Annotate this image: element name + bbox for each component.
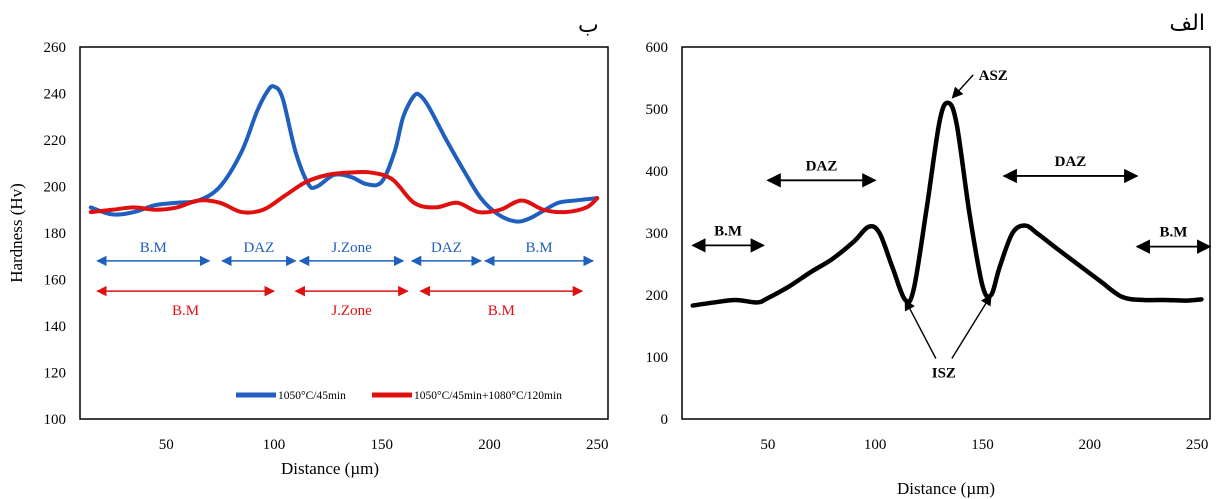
point-label: ASZ [979, 68, 1008, 84]
left-x-tick-label: 150 [370, 437, 393, 453]
series-line-1050C-45min [88, 84, 600, 224]
red-zone-label: J.Zone [331, 303, 372, 319]
right-plot-frame [681, 46, 1211, 420]
right-series-group [690, 100, 1204, 308]
right-x-tick-label: 250 [1186, 437, 1209, 453]
left-x-tick-label: 200 [478, 437, 501, 453]
right-y-tick-label: 100 [646, 350, 669, 366]
left-y-tick-label: 260 [44, 40, 67, 56]
right-annotations: B.M DAZ DAZ B.M ASZ ISZ [691, 68, 1212, 382]
left-y-tick-label: 100 [44, 412, 67, 428]
red-zone-label: B.M [488, 303, 515, 319]
left-y-tick-label: 240 [44, 87, 67, 103]
right-x-tick-label: 100 [864, 437, 887, 453]
blue-zone-label: B.M [140, 240, 167, 256]
right-x-axis-label: Distance (µm) [897, 479, 995, 498]
left-x-axis-label: Distance (µm) [281, 459, 379, 478]
right-y-tick-label: 0 [661, 412, 669, 428]
right-x-tick-label: 150 [971, 437, 994, 453]
right-panel: الف 0 100 200 300 400 500 600 50 100 150 200 250 D… [646, 11, 1212, 498]
left-annotations: B.M DAZ J.Zone DAZ B.M B.M J.Zone B.M [96, 240, 594, 319]
left-legend: 1050°C/45min 1050°C/45min+1080°C/120min [236, 390, 562, 402]
left-x-ticks: 50 100 150 200 250 [159, 437, 609, 453]
left-x-tick-label: 100 [263, 437, 286, 453]
right-y-tick-label: 300 [646, 226, 669, 242]
red-zone-label: B.M [172, 303, 199, 319]
point-label-arrow [951, 294, 992, 359]
left-series-group [88, 84, 600, 224]
right-y-tick-label: 600 [646, 40, 669, 56]
point-label: ISZ [932, 366, 956, 382]
right-x-tick-label: 200 [1079, 437, 1102, 453]
blue-zone-label: DAZ [243, 240, 274, 256]
left-x-tick-label: 50 [159, 437, 174, 453]
left-plot-frame [79, 46, 609, 420]
left-panel: ب 100 120 140 160 180 200 220 240 260 50 100 150 20… [7, 13, 609, 478]
left-y-tick-label: 160 [44, 273, 67, 289]
left-y-tick-label: 120 [44, 366, 67, 382]
right-y-tick-label: 400 [646, 164, 669, 180]
series-line-1050C-45min-1080C-120min [88, 169, 600, 215]
zone-label: DAZ [806, 158, 838, 174]
left-y-tick-label: 220 [44, 133, 67, 149]
left-y-axis-label: Hardness (Hv) [7, 183, 26, 283]
left-x-tick-label: 250 [586, 437, 609, 453]
zone-label: DAZ [1055, 154, 1087, 170]
hardness-profile-line [690, 100, 1204, 308]
zone-label: B.M [714, 223, 742, 239]
right-y-tick-label: 500 [646, 102, 669, 118]
left-y-tick-label: 200 [44, 180, 67, 196]
legend-label-series-1: 1050°C/45min [278, 390, 346, 402]
zone-label: B.M [1160, 225, 1188, 241]
left-y-ticks: 100 120 140 160 180 200 220 240 260 [44, 40, 67, 428]
blue-zone-label: B.M [525, 240, 552, 256]
right-x-tick-label: 50 [760, 437, 775, 453]
point-label-arrow [904, 298, 937, 359]
point-label-arrow [951, 74, 974, 99]
right-panel-tag: الف [1169, 11, 1205, 36]
right-x-ticks: 50 100 150 200 250 [760, 437, 1208, 453]
legend-label-series-2: 1050°C/45min+1080°C/120min [414, 390, 562, 402]
right-y-ticks: 0 100 200 300 400 500 600 [646, 40, 669, 428]
right-y-tick-label: 200 [646, 288, 669, 304]
left-y-tick-label: 180 [44, 226, 67, 242]
blue-zone-label: J.Zone [331, 240, 372, 256]
blue-zone-label: DAZ [431, 240, 462, 256]
left-panel-tag: ب [578, 13, 599, 38]
left-y-tick-label: 140 [44, 319, 67, 335]
